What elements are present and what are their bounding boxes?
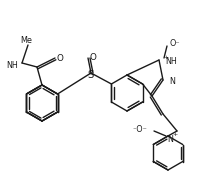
Text: O: O — [89, 53, 96, 62]
Text: NH: NH — [164, 57, 176, 66]
Text: ⁻O⁻: ⁻O⁻ — [132, 125, 147, 134]
Text: N: N — [168, 76, 174, 86]
Text: Me: Me — [20, 35, 32, 44]
Text: O⁻: O⁻ — [169, 39, 179, 48]
Text: +: + — [172, 132, 177, 136]
Text: S: S — [87, 70, 94, 80]
Text: +: + — [162, 55, 167, 60]
Text: O: O — [56, 53, 63, 62]
Text: N: N — [166, 134, 172, 143]
Text: NH: NH — [6, 60, 18, 69]
